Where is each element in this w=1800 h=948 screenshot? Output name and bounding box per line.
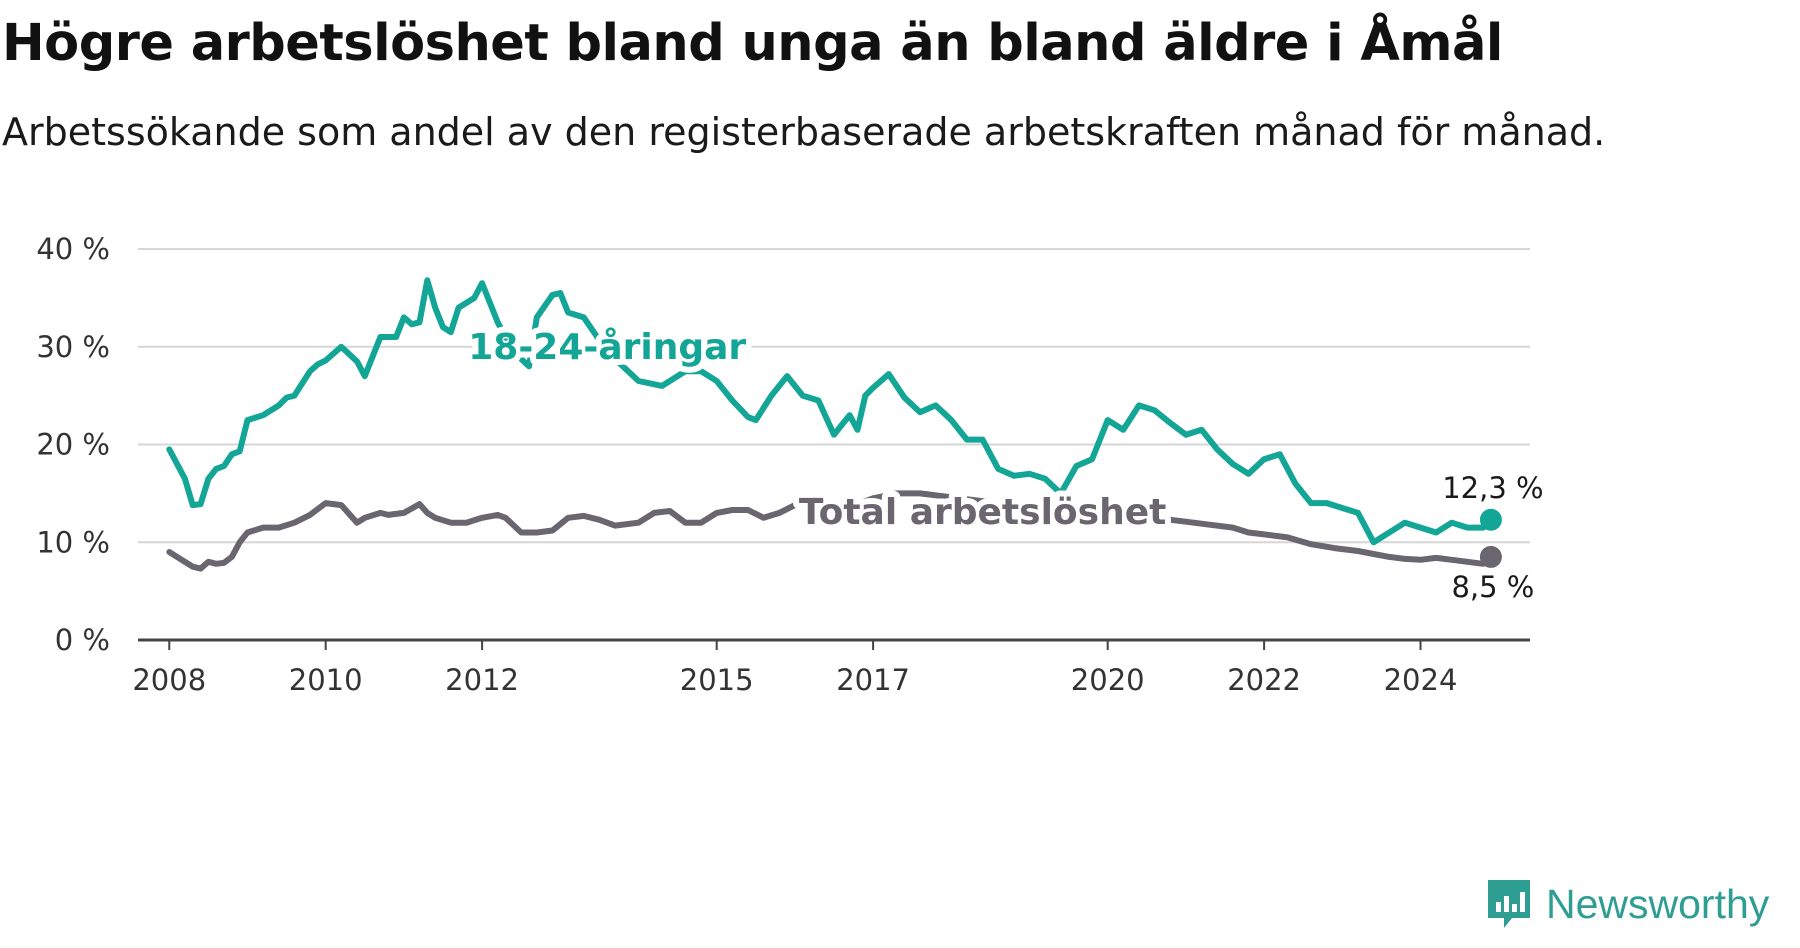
- series-labels: 18-24-åringar Total arbetslöshet 12,3 % 8,5…: [462, 321, 1543, 604]
- x-axis: 2008 2010 2012 2015 2017 2020 2022 2024: [132, 638, 1530, 697]
- y-tick-label: 20 %: [36, 428, 110, 462]
- y-tick-label: 0 %: [55, 623, 110, 657]
- series-end-point-0: [1479, 508, 1502, 531]
- x-tick-label: 2020: [1071, 663, 1145, 697]
- series-label-youth: 18-24-åringar: [468, 327, 746, 368]
- newsworthy-logo-icon: [1488, 880, 1530, 928]
- series-line-0: [166, 277, 1494, 546]
- x-tick-label: 2024: [1384, 663, 1458, 697]
- series-label-total: Total arbetslöshet: [799, 492, 1167, 533]
- end-label-total: 8,5 %: [1451, 570, 1534, 604]
- y-tick-label: 30 %: [36, 330, 110, 364]
- x-tick-label: 2017: [836, 663, 910, 697]
- newsworthy-logo: Newsworthy: [1486, 878, 1769, 930]
- x-tick-label: 2022: [1227, 663, 1301, 697]
- x-tick-label: 2010: [289, 663, 363, 697]
- y-tick-label: 10 %: [36, 525, 110, 559]
- chart-title: Högre arbetslöshet bland unga än bland ä…: [2, 14, 1503, 73]
- x-tick-label: 2015: [680, 663, 754, 697]
- chart-subtitle: Arbetssökande som andel av den registerb…: [2, 110, 1606, 154]
- series-lines: [166, 277, 1502, 572]
- end-label-youth: 12,3 %: [1442, 471, 1543, 505]
- x-tick-label: 2012: [445, 663, 519, 697]
- y-axis-tick-labels: 0 % 10 % 20 % 30 % 40 %: [36, 232, 110, 657]
- newsworthy-logo-text: Newsworthy: [1546, 880, 1770, 927]
- series-end-point-1: [1479, 545, 1502, 568]
- series-line-1: [166, 490, 1494, 572]
- y-tick-label: 40 %: [36, 232, 110, 266]
- x-tick-label: 2008: [132, 663, 206, 697]
